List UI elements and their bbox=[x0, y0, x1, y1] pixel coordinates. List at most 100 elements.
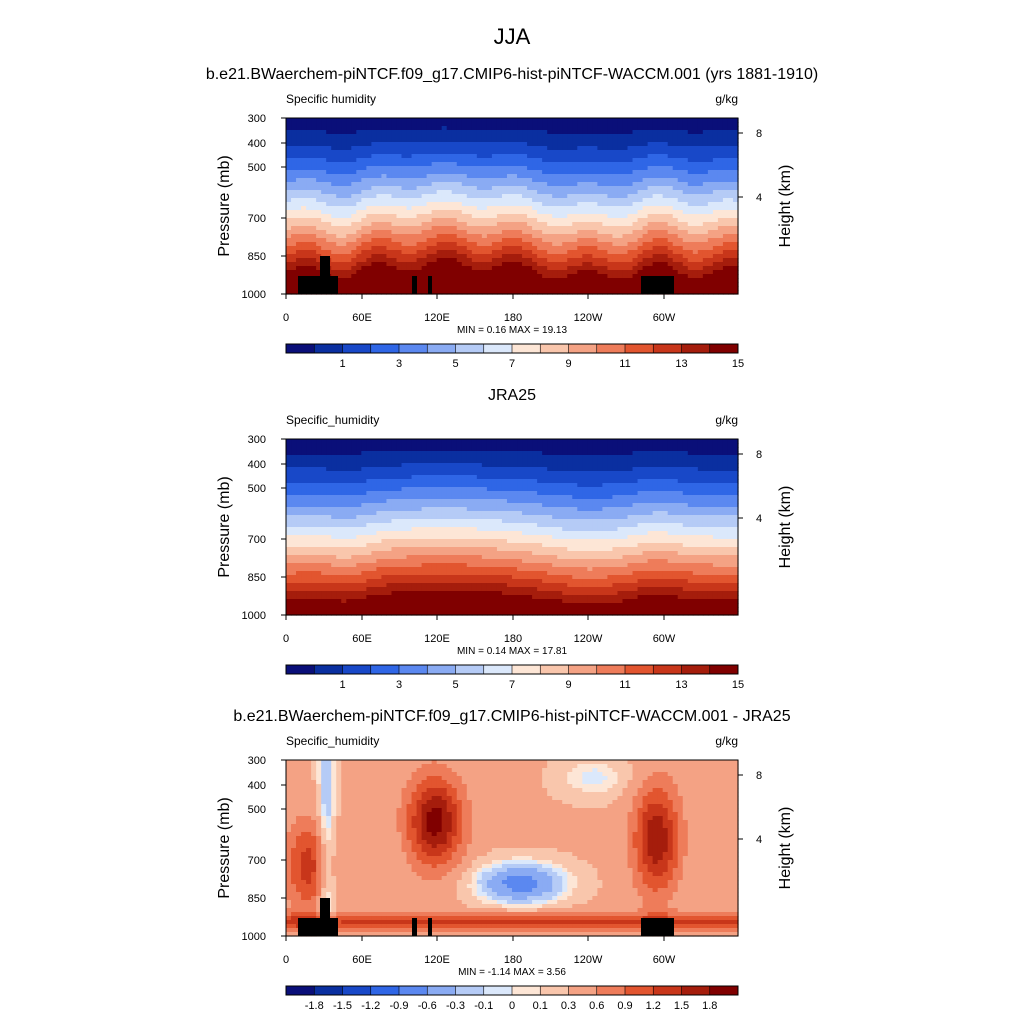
field-cell bbox=[456, 218, 463, 223]
field-cell bbox=[552, 250, 558, 255]
field-cell bbox=[496, 479, 503, 484]
field-cell bbox=[451, 126, 458, 131]
field-cell bbox=[311, 134, 317, 139]
field-cell bbox=[652, 134, 659, 139]
field-cell bbox=[431, 162, 438, 167]
field-cell bbox=[381, 210, 388, 215]
field-cell bbox=[672, 463, 679, 468]
field-cell bbox=[431, 186, 438, 191]
field-cell bbox=[356, 238, 362, 243]
field-cell bbox=[306, 190, 312, 195]
field-cell bbox=[486, 130, 493, 135]
field-cell bbox=[376, 214, 383, 219]
field-cell bbox=[416, 262, 423, 267]
field-cell bbox=[376, 186, 383, 191]
field-cell bbox=[647, 126, 654, 131]
field-cell bbox=[416, 266, 423, 271]
field-cell bbox=[411, 194, 418, 199]
field-cell bbox=[552, 451, 558, 456]
field-cell bbox=[722, 278, 729, 283]
field-cell bbox=[612, 202, 619, 207]
field-cell bbox=[376, 198, 383, 203]
field-cell bbox=[677, 258, 684, 263]
field-cell bbox=[386, 278, 393, 283]
field-cell bbox=[366, 262, 372, 267]
field-cell bbox=[311, 258, 317, 263]
field-cell bbox=[542, 198, 548, 203]
field-cell bbox=[431, 274, 438, 279]
field-cell bbox=[692, 202, 699, 207]
field-cell bbox=[642, 142, 649, 147]
field-cell bbox=[421, 226, 428, 231]
field-cell bbox=[336, 443, 342, 448]
field-cell bbox=[532, 274, 538, 279]
field-cell bbox=[592, 226, 598, 231]
field-cell bbox=[356, 479, 362, 484]
field-cell bbox=[727, 286, 734, 291]
field-cell bbox=[592, 254, 598, 259]
field-cell bbox=[562, 166, 568, 171]
field-cell bbox=[697, 451, 704, 456]
field-cell bbox=[436, 166, 443, 171]
field-cell bbox=[707, 459, 714, 464]
field-cell bbox=[727, 186, 734, 191]
field-cell bbox=[587, 471, 593, 476]
field-cell bbox=[371, 130, 377, 135]
field-cell bbox=[331, 439, 337, 444]
field-cell bbox=[522, 222, 528, 227]
field-cell bbox=[637, 234, 644, 239]
field-cell bbox=[476, 182, 483, 187]
field-cell bbox=[491, 226, 498, 231]
field-cell bbox=[722, 282, 729, 287]
field-cell bbox=[381, 182, 388, 187]
field-cell bbox=[356, 467, 362, 472]
field-cell bbox=[371, 122, 377, 127]
field-cell bbox=[391, 134, 398, 139]
field-cell bbox=[386, 471, 393, 476]
field-cell bbox=[632, 282, 639, 287]
field-cell bbox=[446, 290, 453, 295]
field-cell bbox=[416, 170, 423, 175]
field-cell bbox=[727, 443, 734, 448]
field-cell bbox=[406, 214, 413, 219]
field-cell bbox=[366, 258, 372, 263]
field-cell bbox=[587, 278, 593, 283]
field-cell bbox=[496, 447, 503, 452]
field-cell bbox=[376, 226, 383, 231]
field-cell bbox=[426, 455, 433, 460]
field-cell bbox=[501, 286, 508, 291]
field-cell bbox=[426, 118, 433, 123]
field-cell bbox=[471, 451, 478, 456]
field-cell bbox=[451, 234, 458, 239]
field-cell bbox=[682, 118, 689, 123]
field-cell bbox=[356, 166, 362, 171]
field-cell bbox=[612, 210, 619, 215]
field-cell bbox=[371, 455, 377, 460]
field-cell bbox=[356, 274, 362, 279]
field-cell bbox=[461, 190, 468, 195]
field-cell bbox=[416, 226, 423, 231]
field-cell bbox=[617, 214, 624, 219]
field-cell bbox=[527, 218, 533, 223]
field-cell bbox=[466, 222, 473, 227]
field-cell bbox=[557, 278, 563, 283]
field-cell bbox=[456, 202, 463, 207]
field-cell bbox=[306, 142, 312, 147]
field-cell bbox=[717, 463, 724, 468]
field-cell bbox=[451, 194, 458, 199]
field-cell bbox=[431, 190, 438, 195]
field-cell bbox=[501, 146, 508, 151]
field-cell bbox=[431, 166, 438, 171]
field-cell bbox=[391, 234, 398, 239]
field-cell bbox=[286, 126, 292, 131]
field-cell bbox=[376, 250, 383, 255]
field-cell bbox=[456, 254, 463, 259]
field-cell bbox=[682, 154, 689, 159]
field-cell bbox=[436, 150, 443, 155]
field-cell bbox=[436, 126, 443, 131]
field-cell bbox=[632, 463, 639, 468]
field-cell bbox=[321, 242, 327, 247]
field-cell bbox=[607, 134, 614, 139]
field-cell bbox=[557, 238, 563, 243]
field-cell bbox=[336, 286, 342, 291]
